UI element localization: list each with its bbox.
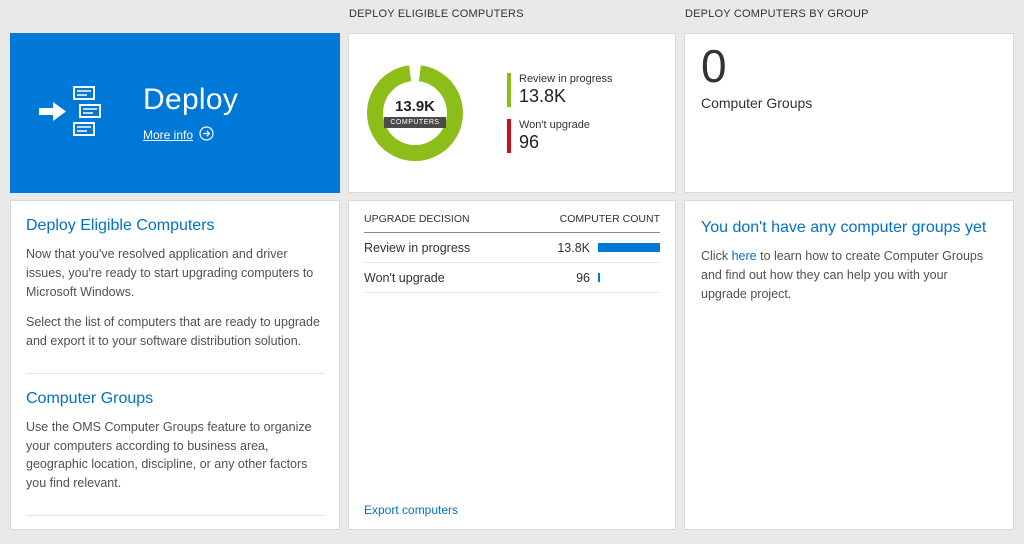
empty-section: [26, 516, 324, 544]
count-bar-track: [598, 243, 660, 252]
computer-groups-count: 0: [701, 40, 727, 92]
column-header-deploy-computers-by-group: DEPLOY COMPUTERS BY GROUP: [685, 8, 869, 20]
table-header: UPGRADE DECISION COMPUTER COUNT: [364, 201, 660, 233]
more-info-arrow-icon: [199, 125, 214, 144]
donut-chart: 13.9K COMPUTERS: [367, 65, 463, 161]
deploy-tile[interactable]: Deploy More info: [10, 33, 340, 193]
count-bar: [598, 273, 600, 282]
deploy-icon: [39, 82, 105, 145]
deploy-eligible-heading: Deploy Eligible Computers: [26, 217, 215, 234]
row-count: 96: [576, 270, 590, 285]
no-groups-card: You don't have any computer groups yet C…: [684, 200, 1014, 530]
donut-center: 13.9K COMPUTERS: [383, 81, 447, 145]
deploy-eligible-section: Deploy Eligible Computers Now that you'v…: [26, 201, 324, 374]
row-decision: Review in progress: [364, 240, 471, 255]
row-decision: Won't upgrade: [364, 270, 445, 285]
more-info-label: More info: [143, 127, 194, 142]
computer-groups-heading: Computer Groups: [26, 389, 154, 407]
deploy-eligible-paragraph-1: Now that you've resolved application and…: [26, 247, 314, 299]
legend-value: 13.8K: [519, 86, 567, 106]
eligible-computers-tile: 13.9K COMPUTERS Review in progress 13.8K…: [348, 33, 676, 193]
legend-item-wont-upgrade: Won't upgrade 96: [507, 119, 613, 153]
computer-groups-count-tile: 0 Computer Groups: [684, 33, 1014, 193]
count-bar-track: [598, 273, 660, 282]
donut-center-label: COMPUTERS: [384, 117, 446, 128]
legend-label: Review in progress: [519, 73, 613, 85]
row-count: 13.8K: [557, 240, 590, 255]
count-bar: [598, 243, 660, 252]
deploy-eligible-paragraph-2: Select the list of computers that are re…: [26, 315, 320, 348]
deploy-tile-title: Deploy: [143, 82, 239, 116]
no-groups-text-after: to learn how to create Computer Groups a…: [701, 249, 984, 301]
legend-item-review-in-progress: Review in progress 13.8K: [507, 73, 613, 107]
column-header-computer-count: COMPUTER COUNT: [559, 213, 660, 225]
donut-legend: Review in progress 13.8K Won't upgrade 9…: [507, 73, 613, 153]
deploy-description-card: Deploy Eligible Computers Now that you'v…: [10, 200, 340, 530]
computer-groups-section: Computer Groups Use the OMS Computer Gro…: [26, 374, 324, 516]
donut-center-value: 13.9K: [394, 98, 436, 115]
export-computers-link[interactable]: Export computers: [364, 503, 459, 517]
table-row-wont-upgrade[interactable]: Won't upgrade 96: [364, 263, 660, 293]
computer-groups-count-label: Computer Groups: [701, 94, 813, 111]
computers-by-group-column: 0 Computer Groups You don't have any com…: [684, 33, 1014, 530]
deploy-overview-column: Deploy More info Deploy Eligible Compute…: [10, 33, 340, 530]
no-groups-text-before: Click: [701, 249, 729, 263]
legend-value: 96: [519, 132, 540, 152]
deploy-eligible-computers-column: 13.9K COMPUTERS Review in progress 13.8K…: [348, 33, 676, 530]
table-row-review-in-progress[interactable]: Review in progress 13.8K: [364, 233, 660, 263]
column-header-upgrade-decision: UPGRADE DECISION: [364, 213, 470, 225]
column-header-deploy-eligible-computers: DEPLOY ELIGIBLE COMPUTERS: [349, 8, 524, 20]
no-groups-text: Click here to learn how to create Comput…: [701, 247, 997, 303]
legend-label: Won't upgrade: [519, 119, 591, 131]
here-link[interactable]: here: [731, 249, 757, 263]
no-groups-heading: You don't have any computer groups yet: [701, 219, 987, 236]
computer-groups-paragraph: Use the OMS Computer Groups feature to o…: [26, 419, 312, 490]
upgrade-decision-card: UPGRADE DECISION COMPUTER COUNT Review i…: [348, 200, 676, 530]
more-info-link[interactable]: More info: [143, 125, 214, 144]
